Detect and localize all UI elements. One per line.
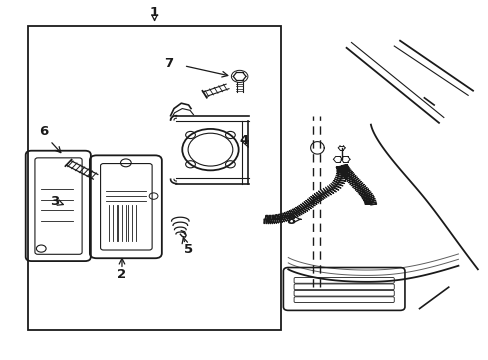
Text: 4: 4 — [240, 134, 248, 147]
Text: 2: 2 — [117, 268, 126, 281]
Bar — [28, 26, 281, 330]
Text: 3: 3 — [50, 195, 60, 208]
Text: 7: 7 — [164, 57, 173, 71]
Text: 1: 1 — [150, 6, 159, 19]
Text: 5: 5 — [183, 243, 193, 256]
Text: 8: 8 — [285, 213, 295, 226]
Text: 6: 6 — [40, 125, 49, 138]
